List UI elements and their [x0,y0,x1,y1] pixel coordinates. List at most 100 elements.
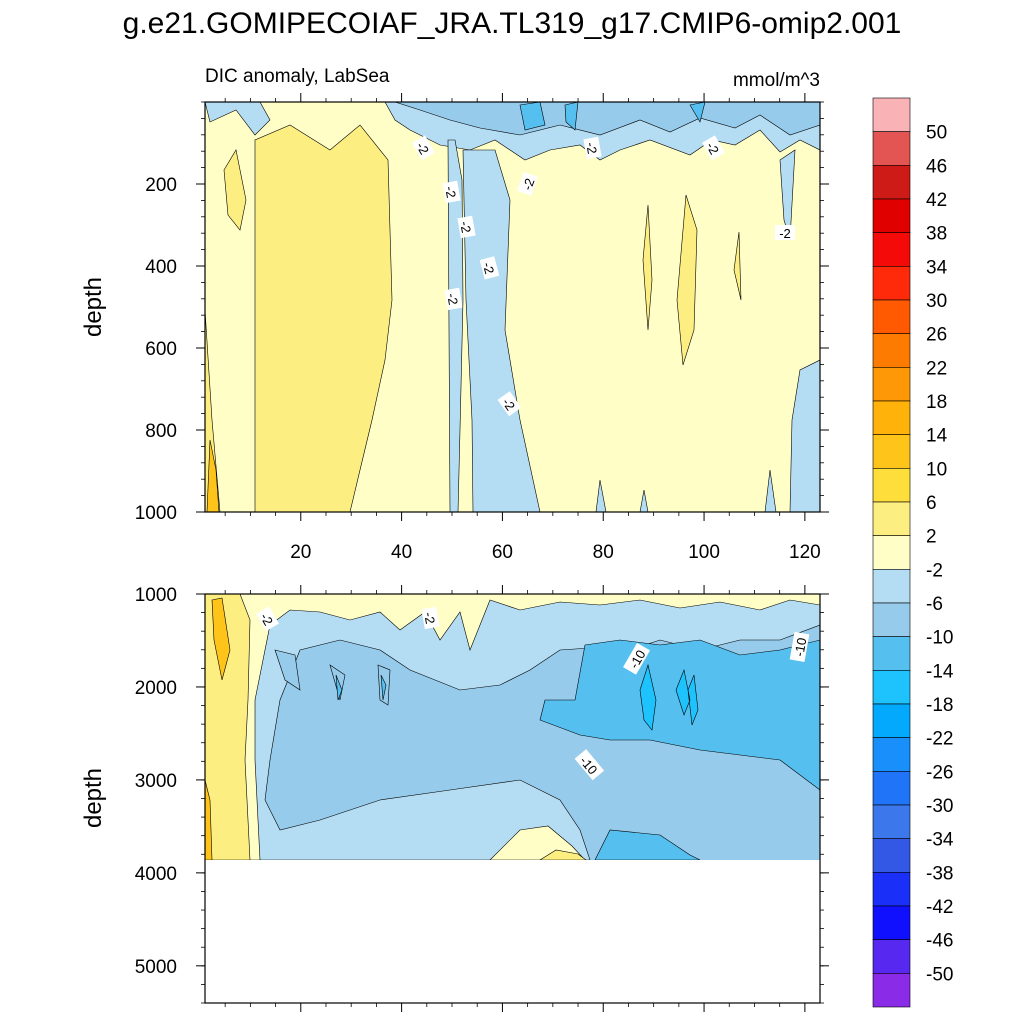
contour-label: -2 [457,215,476,239]
upper-positive-region [254,124,393,512]
colorbar-label: -34 [926,830,954,851]
lower-strong-negative-zone [539,639,820,791]
lower-x-ticks [224,585,806,1012]
upper-negative-bottom-spots [595,479,649,512]
lower-y-axis-label: depth [80,768,107,828]
colorbar-swatch [872,872,911,907]
y-tick-label: 1000 [135,585,177,606]
lower-strong-positive-edge [205,779,213,860]
y-tick-label: 600 [145,339,177,360]
colorbar-swatch [872,333,911,368]
contour-label-box [442,180,461,204]
lower-y-ticks: 1000 2000 3000 4000 5000 [135,585,829,1004]
colorbar-swatch [872,771,911,806]
y-tick-label: 4000 [135,864,177,885]
colorbar-swatch [872,501,911,536]
colorbar-swatch [872,434,911,469]
contour-label-text: -2 [519,176,537,192]
colorbar-label: 10 [926,459,947,480]
contour-label-box [457,215,476,239]
figure-title: g.e21.GOMIPECOIAF_JRA.TL319_g17.CMIP6-om… [123,7,902,40]
y-tick-label: 400 [145,257,177,278]
contour-label-text: -2 [779,226,791,241]
contour-label-box [444,287,463,311]
contour-label-text: -10 [791,637,809,658]
colorbar-swatch [872,670,911,705]
lower-bottom-strong-negative [594,829,701,860]
colorbar-swatch [872,804,911,839]
colorbar-label: 50 [926,123,947,144]
colorbar-label: 30 [926,291,947,312]
colorbar-swatch [872,636,911,671]
colorbar-label: 22 [926,358,947,379]
contour-label: -2 [442,180,461,204]
colorbar-swatch [872,838,911,873]
y-tick-label: 1000 [135,503,177,524]
contour-label: -2 [701,135,725,161]
contour-label: -10 [789,631,810,663]
contour-label: -2 [444,287,463,311]
upper-y-ticks: 200 400 600 800 1000 [135,101,829,524]
colorbar-swatch [872,973,911,1008]
colorbar-label: 26 [926,325,947,346]
colorbar-swatch [872,299,911,334]
y-tick-label: 200 [145,175,177,196]
colorbar-label: 2 [926,527,937,548]
x-tick-label: 60 [492,542,513,563]
contour-label-box [479,256,500,280]
x-tick-label: 20 [290,542,311,563]
contour-label-box [789,631,810,663]
colorbar-swatch [872,703,911,738]
colorbar-swatch [872,535,911,570]
contour-label-box [421,606,440,630]
colorbar-label: -6 [926,594,943,615]
y-tick-label: 800 [145,421,177,442]
x-tick-label: 40 [391,542,412,563]
contour-label: -2 [411,135,435,161]
upper-negative-bottom-right [789,359,820,512]
colorbar-swatch [872,939,911,974]
upper-negative-surface-spots [519,102,706,131]
colorbar-swatch [872,737,911,772]
colorbar-swatch [872,198,911,233]
colorbar-label: 38 [926,224,947,245]
colorbar-label: -10 [926,628,953,649]
colorbar-swatch [872,602,911,637]
contour-label-box [623,642,651,675]
upper-negative-surface-core [394,102,820,136]
colorbar-swatch [872,97,911,132]
contour-label-box [517,171,538,196]
upper-subtitle-left: DIC anomaly, LabSea [205,66,390,87]
upper-positive-region-mid [676,194,698,366]
lower-strong-positive-left [211,597,231,681]
colorbar-label: -18 [926,695,953,716]
upper-positive-region-narrow [642,204,653,331]
contour-label-text: -2 [457,220,474,234]
contour-label: -2 [497,391,522,417]
contour-label-box [574,749,605,781]
contour-label-box [583,136,602,160]
contour-label-text: -2 [444,292,461,306]
upper-positive-region-small [223,149,247,231]
contour-label-text: -2 [583,141,600,155]
x-tick-label: 100 [688,542,720,563]
colorbar-label: 18 [926,392,947,413]
colorbar-label: -14 [926,661,954,682]
upper-positive-region-thin [733,231,742,301]
contour-label-box [411,135,435,161]
upper-y-axis-label: depth [80,277,107,337]
colorbar-swatch [872,905,911,940]
contour-label: -2 [479,256,500,280]
contour-label-text: -2 [421,611,438,625]
contour-label-box [701,135,725,161]
upper-negative-column-1 [447,139,464,512]
lower-positive-left [205,594,251,860]
contour-label-box [775,225,795,240]
colorbar-swatch [872,266,911,301]
contour-label-text: -2 [442,185,459,199]
upper-negative-column-2 [462,149,541,512]
contour-label-box [497,391,522,417]
upper-negative-surface-left [205,102,271,136]
contour-label: -2 [255,606,279,632]
